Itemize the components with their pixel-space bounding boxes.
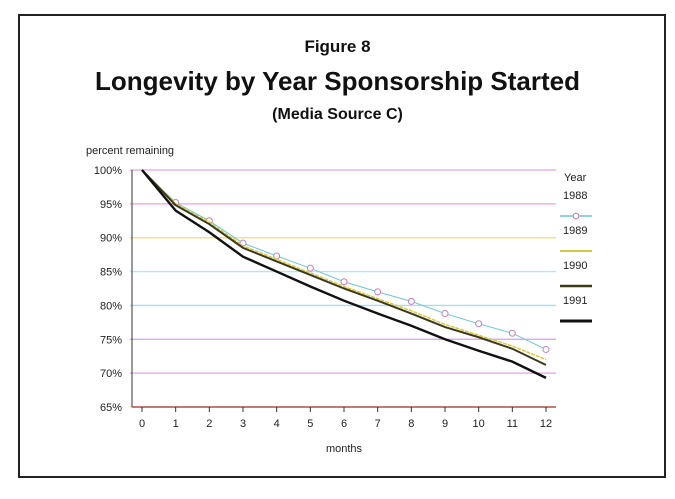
x-tick-label: 11 [507,418,518,430]
y-tick-label: 80% [100,300,122,312]
x-tick-label: 5 [307,418,313,430]
x-tick-label: 10 [473,418,485,430]
legend-label-1990: 1990 [563,260,587,272]
y-tick-label: 85% [100,267,122,279]
legend-label-1989: 1989 [563,225,587,237]
data-point-1988 [542,345,550,353]
figure-label: Figure 8 [304,37,371,56]
legend-label-1991: 1991 [563,295,587,307]
y-tick-label: 95% [100,199,122,211]
data-point-1988 [340,278,348,286]
data-point-1988 [508,329,516,337]
series-line-1988 [141,169,547,350]
x-tick-label: 7 [375,418,381,430]
x-tick-label: 9 [442,418,448,430]
y-tick-label: 65% [100,402,122,414]
x-tick-label: 0 [139,418,145,430]
y-tick-label: 70% [100,368,122,380]
y-tick-label: 100% [94,165,122,177]
x-tick-label: 4 [274,418,280,430]
x-tick-label: 8 [408,418,414,430]
legend-title: Year [564,172,587,184]
data-point-1988 [441,310,449,318]
series-line-1989 [141,169,547,361]
series-line-1991 [141,169,547,379]
x-axis-label: months [326,443,363,455]
y-tick-label: 75% [100,334,122,346]
chart-frame [18,14,666,478]
x-tick-label: 1 [173,418,179,430]
x-tick-label: 2 [206,418,212,430]
x-tick-label: 3 [240,418,246,430]
legend-label-1988: 1988 [563,190,587,202]
chart-title: Longevity by Year Sponsorship Started [95,66,580,96]
data-point-1988 [374,288,382,296]
x-tick-label: 6 [341,418,347,430]
series-line-1990 [141,169,547,366]
data-point-1988 [407,297,415,305]
data-point-1988 [475,320,483,328]
data-point-1988 [306,264,314,272]
chart-subtitle: (Media Source C) [272,106,403,123]
y-tick-label: 90% [100,233,122,245]
x-tick-label: 12 [540,418,552,430]
legend-marker-1988 [572,212,580,220]
y-axis-label: percent remaining [86,145,174,157]
